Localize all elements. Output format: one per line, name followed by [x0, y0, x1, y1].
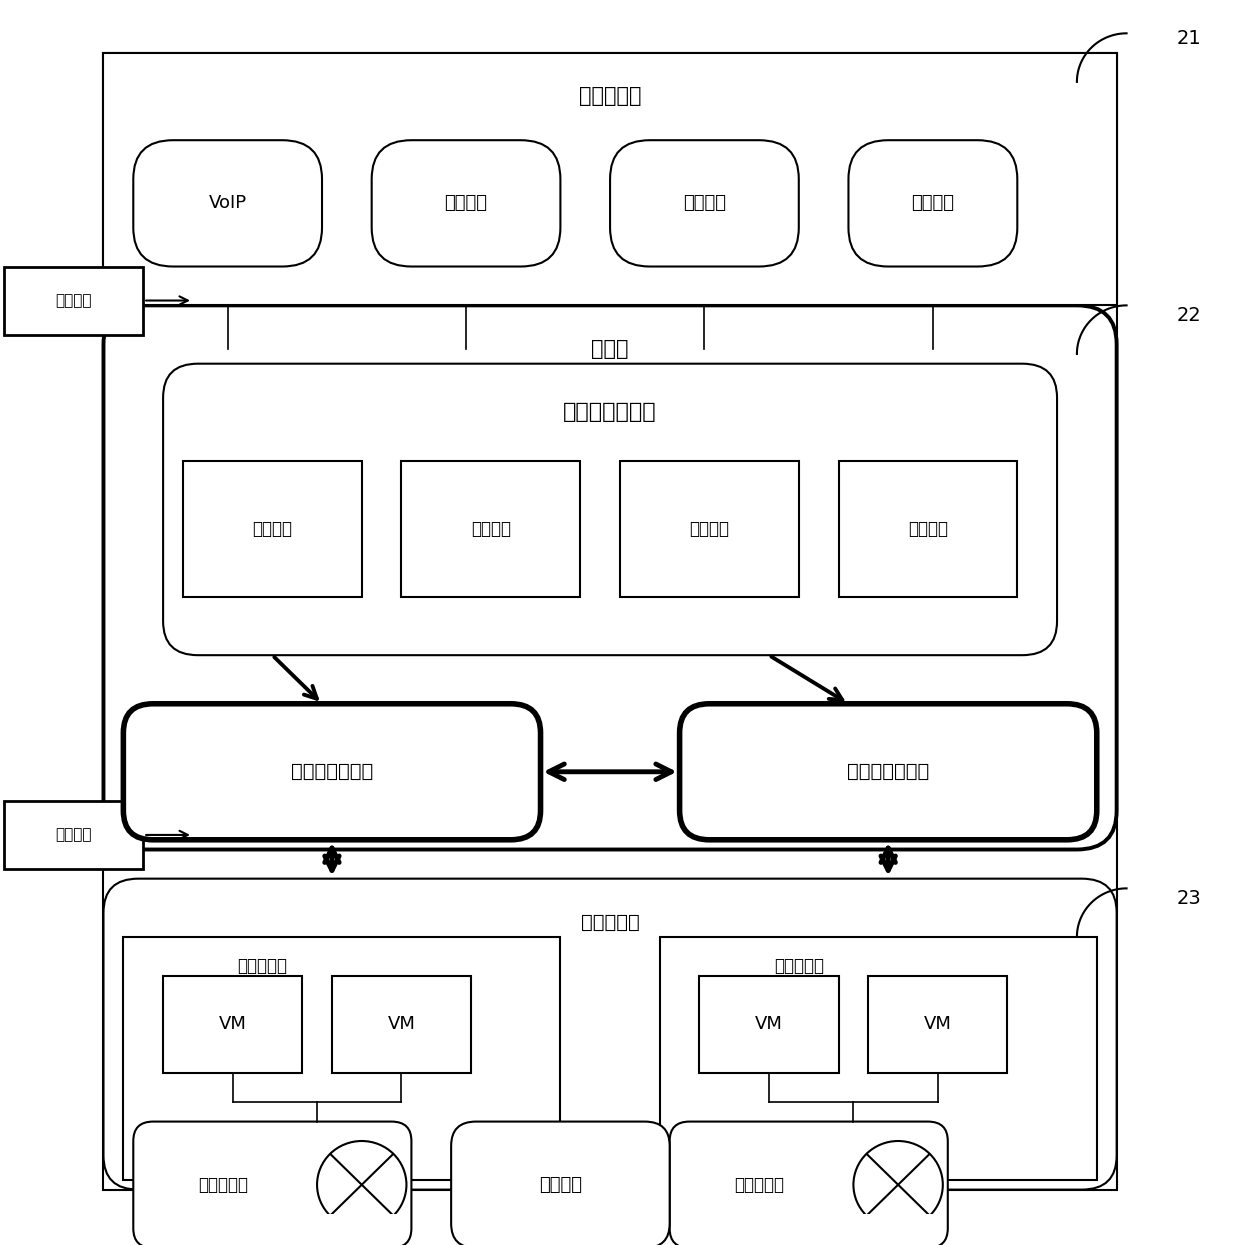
Text: 虚拟服务器: 虚拟服务器	[774, 957, 823, 975]
Bar	[620, 461, 799, 596]
Text: 全局视图: 全局视图	[253, 520, 293, 538]
Circle shape	[317, 1140, 407, 1229]
FancyBboxPatch shape	[848, 141, 1017, 266]
Text: 网络搜索: 网络搜索	[683, 194, 725, 213]
Bar	[660, 937, 1096, 1180]
Text: 南向接口: 南向接口	[56, 828, 92, 843]
Text: 电子邮件: 电子邮件	[445, 194, 487, 213]
Text: 分域局部控制器: 分域局部控制器	[291, 762, 373, 782]
FancyBboxPatch shape	[123, 703, 541, 840]
FancyBboxPatch shape	[372, 141, 560, 266]
Text: 虚拟路由器: 虚拟路由器	[734, 1175, 784, 1194]
Bar	[103, 52, 1117, 1189]
FancyBboxPatch shape	[164, 364, 1056, 655]
Bar	[332, 976, 471, 1073]
Text: 上层应用层: 上层应用层	[579, 86, 641, 107]
Text: 22: 22	[1177, 305, 1202, 325]
FancyBboxPatch shape	[670, 1122, 947, 1245]
FancyBboxPatch shape	[610, 141, 799, 266]
Text: 基础设施层: 基础设施层	[580, 913, 640, 933]
Text: 21: 21	[1177, 29, 1202, 47]
Bar	[699, 976, 838, 1073]
Text: 虚拟路由器: 虚拟路由器	[197, 1175, 248, 1194]
Bar	[4, 266, 144, 335]
Text: 集中管理控制器: 集中管理控制器	[563, 402, 657, 422]
Text: 虚网映射: 虚网映射	[471, 520, 511, 538]
Text: 23: 23	[1177, 889, 1202, 908]
FancyBboxPatch shape	[133, 1122, 412, 1245]
Ellipse shape	[853, 1216, 942, 1240]
Bar	[103, 52, 1117, 305]
Circle shape	[853, 1140, 942, 1229]
Bar	[184, 461, 362, 596]
FancyBboxPatch shape	[103, 879, 1117, 1189]
Text: 虚拟链路: 虚拟链路	[539, 1175, 582, 1194]
Bar	[868, 976, 1007, 1073]
Text: 控制层: 控制层	[591, 339, 629, 359]
FancyBboxPatch shape	[451, 1122, 670, 1245]
Bar	[164, 976, 303, 1073]
Text: VM: VM	[388, 1016, 415, 1033]
FancyBboxPatch shape	[103, 305, 1117, 849]
Text: 分域管控: 分域管控	[689, 520, 729, 538]
Text: 新型业务: 新型业务	[911, 194, 955, 213]
Text: VoIP: VoIP	[208, 194, 247, 213]
Text: 虚拟服务器: 虚拟服务器	[237, 957, 288, 975]
FancyBboxPatch shape	[133, 141, 322, 266]
Text: 分域局部控制器: 分域局部控制器	[847, 762, 929, 782]
Text: 北向接口: 北向接口	[56, 293, 92, 308]
FancyBboxPatch shape	[680, 703, 1096, 840]
Text: VM: VM	[218, 1016, 247, 1033]
Bar	[402, 461, 580, 596]
Bar	[838, 461, 1017, 596]
Bar	[4, 801, 144, 869]
Text: VM: VM	[924, 1016, 952, 1033]
Bar	[123, 937, 560, 1180]
Text: 域间路由: 域间路由	[908, 520, 947, 538]
Ellipse shape	[317, 1216, 407, 1240]
Text: VM: VM	[755, 1016, 782, 1033]
